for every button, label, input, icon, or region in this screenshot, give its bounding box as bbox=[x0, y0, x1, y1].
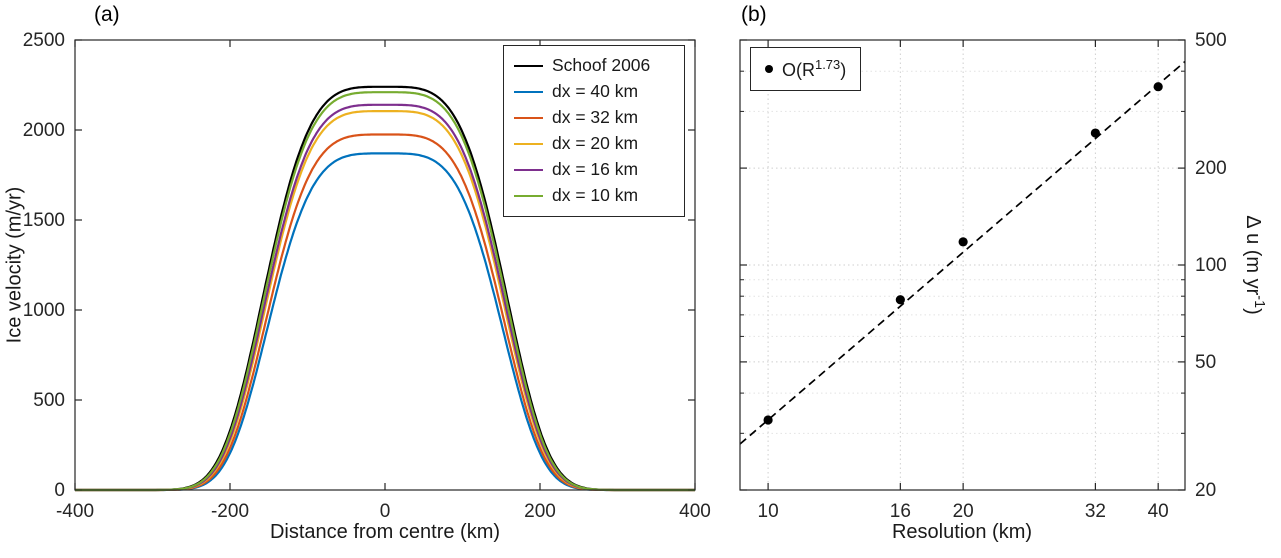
panel-b-x-tick-label: 40 bbox=[1148, 501, 1169, 522]
legend-item: dx = 32 km bbox=[504, 105, 684, 131]
legend-item-label: Schoof 2006 bbox=[552, 55, 651, 76]
panel-a-x-tick-label: 0 bbox=[380, 501, 391, 522]
panel-a-label: (a) bbox=[94, 3, 120, 26]
panel-b-x-tick-label: 32 bbox=[1085, 501, 1106, 522]
panel-a-legend: Schoof 2006 dx = 40 km dx = 32 km dx = 20 k… bbox=[503, 45, 685, 217]
panel-b-ylabel: Δ u (m yr-1) bbox=[1241, 215, 1267, 315]
panel-a-x-tick-label: 200 bbox=[524, 501, 556, 522]
legend-label-exponent: 1.73 bbox=[815, 57, 841, 72]
panel-a-x-tick-label: 400 bbox=[679, 501, 711, 522]
legend-marker-dot-icon bbox=[765, 65, 773, 73]
legend-item: dx = 20 km bbox=[504, 131, 684, 157]
panel-b-y-tick-label: 100 bbox=[1195, 255, 1227, 276]
legend-line-swatch bbox=[514, 117, 543, 119]
legend-line-swatch bbox=[514, 91, 543, 93]
legend-item-label: dx = 20 km bbox=[552, 133, 639, 154]
panel-a-x-tick-label: -200 bbox=[211, 501, 249, 522]
legend-item-label: dx = 10 km bbox=[552, 185, 639, 206]
panel-a-y-tick-label: 2000 bbox=[23, 120, 65, 141]
data-point bbox=[895, 295, 905, 305]
legend-item: Schoof 2006 bbox=[504, 53, 684, 79]
panel-a-y-tick-label: 0 bbox=[54, 480, 65, 501]
panel-b-y-tick-label: 500 bbox=[1195, 30, 1227, 51]
legend-line-swatch bbox=[514, 65, 543, 67]
panel-b-label: (b) bbox=[741, 3, 767, 26]
panel-b-x-tick-label: 20 bbox=[953, 501, 974, 522]
legend-label-base: O(R bbox=[782, 60, 815, 80]
panel-b-ylabel-close: ) bbox=[1242, 308, 1265, 315]
panel-a-y-tick-label: 500 bbox=[33, 390, 65, 411]
legend-item-label: dx = 40 km bbox=[552, 81, 639, 102]
panel-b-legend: O(R1.73) bbox=[750, 47, 862, 91]
panel-a-y-tick-label: 1500 bbox=[23, 210, 65, 231]
legend-item: dx = 40 km bbox=[504, 79, 684, 105]
data-point bbox=[1090, 128, 1100, 138]
panel-b-y-tick-label: 20 bbox=[1195, 480, 1216, 501]
panel-b-ylabel-base: Δ u (m yr bbox=[1242, 215, 1265, 296]
panel-b-y-tick-label: 50 bbox=[1195, 352, 1216, 373]
curve-dx-10-km bbox=[75, 91, 695, 492]
panel-a-ylabel: Ice velocity (m/yr) bbox=[3, 186, 26, 344]
legend-item-label: dx = 16 km bbox=[552, 159, 639, 180]
legend-line-swatch bbox=[514, 195, 543, 197]
fit-line bbox=[739, 60, 1186, 445]
panel-a-xlabel: Distance from centre (km) bbox=[269, 521, 501, 543]
panel-b-y-tick-label: 200 bbox=[1195, 158, 1227, 179]
data-point bbox=[1153, 82, 1163, 92]
legend-line-swatch bbox=[514, 143, 543, 145]
legend-line-swatch bbox=[514, 169, 543, 171]
panel-b-legend-label: O(R1.73) bbox=[782, 57, 846, 81]
panel-b-x-tick-label: 10 bbox=[758, 501, 779, 522]
legend-item-label: dx = 32 km bbox=[552, 107, 639, 128]
panel-a-x-tick-label: -400 bbox=[56, 501, 94, 522]
legend-item: dx = 16 km bbox=[504, 157, 684, 183]
panel-b-xlabel: Resolution (km) bbox=[891, 521, 1033, 543]
data-point bbox=[958, 237, 968, 247]
panel-b-x-tick-label: 16 bbox=[890, 501, 911, 522]
legend-item: dx = 10 km bbox=[504, 183, 684, 209]
panel-b-ylabel-exponent: -1 bbox=[1250, 295, 1267, 309]
panel-a-y-tick-label: 1000 bbox=[23, 300, 65, 321]
legend-label-close: ) bbox=[840, 60, 847, 80]
panel-a-y-tick-label: 2500 bbox=[23, 30, 65, 51]
data-point bbox=[763, 415, 773, 425]
